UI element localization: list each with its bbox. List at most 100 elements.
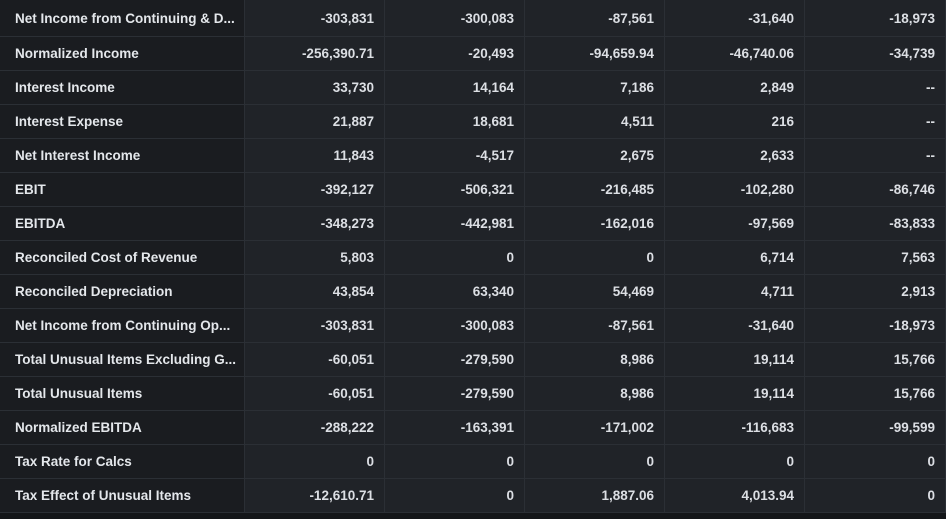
value-cell: -60,051 (245, 343, 385, 376)
value-cell: 8,986 (525, 377, 665, 410)
table-row: Net Interest Income 11,843 -4,517 2,675 2,63… (0, 139, 946, 173)
table-row: Normalized Income -256,390.71 -20,493 -94,6… (0, 37, 946, 71)
value-cell: -- (805, 105, 946, 138)
value-cell: 2,849 (665, 71, 805, 104)
value-cell: 6,714 (665, 241, 805, 274)
value-cell: -279,590 (385, 377, 525, 410)
value-cell: -18,973 (805, 0, 946, 36)
table-row: Normalized EBITDA -288,222 -163,391 -171,00… (0, 411, 946, 445)
value-cell: 54,469 (525, 275, 665, 308)
value-cell: -256,390.71 (245, 37, 385, 70)
value-cell: 21,887 (245, 105, 385, 138)
value-cell: 18,681 (385, 105, 525, 138)
value-cell: 0 (245, 445, 385, 478)
value-cell: 0 (805, 445, 946, 478)
value-cell: 15,766 (805, 343, 946, 376)
row-label: Interest Income (0, 71, 245, 104)
row-label: Tax Effect of Unusual Items (0, 479, 245, 512)
value-cell: -- (805, 71, 946, 104)
table-row: Reconciled Depreciation 43,854 63,340 54,46… (0, 275, 946, 309)
value-cell: -83,833 (805, 207, 946, 240)
value-cell: 0 (805, 479, 946, 512)
value-cell: -171,002 (525, 411, 665, 444)
value-cell: 216 (665, 105, 805, 138)
value-cell: 0 (525, 445, 665, 478)
table-row: Net Income from Continuing Op... -303,831… (0, 309, 946, 343)
table-row: Interest Income 33,730 14,164 7,186 2,849 -- (0, 71, 946, 105)
value-cell: 0 (385, 479, 525, 512)
value-cell: -506,321 (385, 173, 525, 206)
row-label: Net Income from Continuing & D... (0, 0, 245, 36)
value-cell: -303,831 (245, 309, 385, 342)
value-cell: -60,051 (245, 377, 385, 410)
row-label: EBIT (0, 173, 245, 206)
value-cell: -300,083 (385, 0, 525, 36)
table-row: Net Income from Continuing & D... -303,83… (0, 0, 946, 37)
value-cell: -99,599 (805, 411, 946, 444)
value-cell: 2,675 (525, 139, 665, 172)
value-cell: 0 (385, 445, 525, 478)
value-cell: -20,493 (385, 37, 525, 70)
value-cell: 0 (665, 445, 805, 478)
value-cell: -303,831 (245, 0, 385, 36)
row-label: Normalized Income (0, 37, 245, 70)
table-row: Interest Expense 21,887 18,681 4,511 216 -- (0, 105, 946, 139)
row-label: Reconciled Cost of Revenue (0, 241, 245, 274)
value-cell: -46,740.06 (665, 37, 805, 70)
value-cell: -31,640 (665, 0, 805, 36)
value-cell: 14,164 (385, 71, 525, 104)
value-cell: -4,517 (385, 139, 525, 172)
value-cell: 15,766 (805, 377, 946, 410)
value-cell: 0 (525, 241, 665, 274)
value-cell: 19,114 (665, 377, 805, 410)
table-row: Tax Rate for Calcs 0 0 0 0 0 (0, 445, 946, 479)
value-cell: -94,659.94 (525, 37, 665, 70)
value-cell: -31,640 (665, 309, 805, 342)
value-cell: -279,590 (385, 343, 525, 376)
value-cell: 63,340 (385, 275, 525, 308)
row-label: Tax Rate for Calcs (0, 445, 245, 478)
value-cell: -162,016 (525, 207, 665, 240)
value-cell: 19,114 (665, 343, 805, 376)
table-row: EBITDA -348,273 -442,981 -162,016 -97,569 -83… (0, 207, 946, 241)
row-label: Total Unusual Items (0, 377, 245, 410)
row-label: Net Interest Income (0, 139, 245, 172)
value-cell: -86,746 (805, 173, 946, 206)
row-label: Net Income from Continuing Op... (0, 309, 245, 342)
table-row: Reconciled Cost of Revenue 5,803 0 0 6,714 7,… (0, 241, 946, 275)
value-cell: -18,973 (805, 309, 946, 342)
value-cell: -102,280 (665, 173, 805, 206)
value-cell: -300,083 (385, 309, 525, 342)
value-cell: -288,222 (245, 411, 385, 444)
value-cell: 2,913 (805, 275, 946, 308)
row-label: Reconciled Depreciation (0, 275, 245, 308)
value-cell: -97,569 (665, 207, 805, 240)
table-row: Total Unusual Items Excluding G... -60,05… (0, 343, 946, 377)
value-cell: -87,561 (525, 0, 665, 36)
row-label: Total Unusual Items Excluding G... (0, 343, 245, 376)
value-cell: -348,273 (245, 207, 385, 240)
value-cell: 7,186 (525, 71, 665, 104)
table-row: Tax Effect of Unusual Items -12,610.71 0 1,… (0, 479, 946, 513)
value-cell: 43,854 (245, 275, 385, 308)
value-cell: -12,610.71 (245, 479, 385, 512)
value-cell: 2,633 (665, 139, 805, 172)
value-cell: 4,013.94 (665, 479, 805, 512)
value-cell: -- (805, 139, 946, 172)
value-cell: 8,986 (525, 343, 665, 376)
value-cell: -216,485 (525, 173, 665, 206)
row-label: EBITDA (0, 207, 245, 240)
value-cell: 4,511 (525, 105, 665, 138)
value-cell: 33,730 (245, 71, 385, 104)
row-label: Normalized EBITDA (0, 411, 245, 444)
table-row: EBIT -392,127 -506,321 -216,485 -102,280 -86,… (0, 173, 946, 207)
value-cell: -34,739 (805, 37, 946, 70)
value-cell: -163,391 (385, 411, 525, 444)
value-cell: 4,711 (665, 275, 805, 308)
value-cell: -87,561 (525, 309, 665, 342)
value-cell: 5,803 (245, 241, 385, 274)
value-cell: -116,683 (665, 411, 805, 444)
value-cell: -392,127 (245, 173, 385, 206)
value-cell: 11,843 (245, 139, 385, 172)
